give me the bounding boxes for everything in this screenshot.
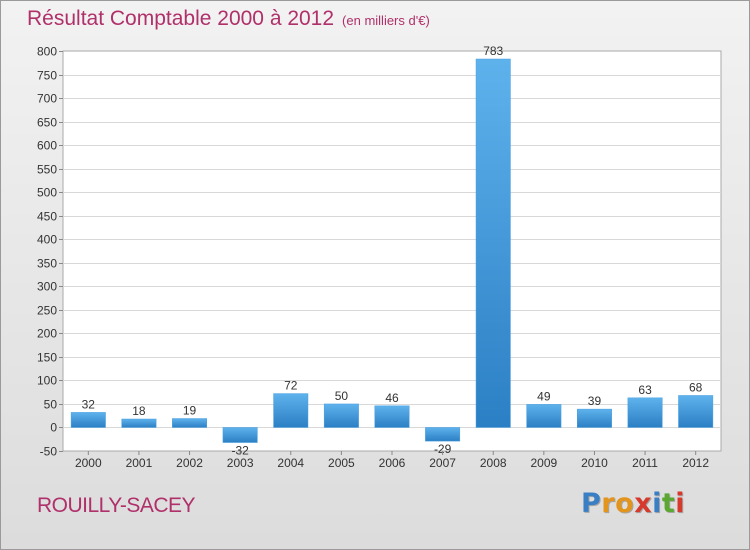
y-tick-label: 600	[37, 139, 57, 153]
logo-letter: t	[661, 488, 676, 519]
x-tick-label-2002: 2002	[176, 456, 203, 470]
logo-letter: o	[615, 488, 635, 519]
bar-2003	[222, 427, 258, 443]
x-tick-label-2008: 2008	[480, 456, 507, 470]
logo-letter: i	[675, 488, 686, 519]
y-tick-label: 750	[37, 69, 57, 83]
bar-2004	[273, 393, 309, 428]
value-label-2000: 32	[82, 397, 96, 411]
x-tick-label-2000: 2000	[75, 456, 102, 470]
value-label-2009: 49	[537, 389, 551, 403]
bar-2000	[70, 412, 106, 428]
proxiti-logo: Proxiti	[581, 488, 685, 519]
x-tick-label-2009: 2009	[530, 456, 557, 470]
subtitle-text: (en milliers d'€)	[342, 13, 430, 28]
y-tick-label: 100	[37, 374, 57, 388]
bar-2001	[121, 418, 157, 428]
y-tick-label: 0	[50, 421, 57, 435]
bar-2008	[475, 58, 511, 428]
x-tick-label-2004: 2004	[277, 456, 304, 470]
value-label-2003: -32	[231, 444, 249, 458]
bar-2006	[374, 405, 410, 428]
bar-2007	[425, 427, 461, 442]
chart-title: Résultat Comptable 2000 à 2012 (en millie…	[27, 7, 430, 31]
plot-area	[62, 50, 722, 452]
y-tick-label: 50	[44, 398, 58, 412]
logo-letter: x	[634, 488, 653, 519]
value-labels: 32 18 19 -32 72 50 46 -29 783 49 39 63 68	[82, 44, 703, 458]
value-label-2010: 39	[588, 394, 602, 408]
y-tick-label: 650	[37, 116, 57, 130]
y-tick-label: 700	[37, 92, 57, 106]
value-label-2002: 19	[183, 404, 197, 418]
y-tick-label: 250	[37, 304, 57, 318]
y-tick-label: 500	[37, 186, 57, 200]
logo-letter: i	[652, 488, 662, 519]
logo-letter: P	[581, 488, 602, 519]
title-text: Résultat Comptable 2000 à 2012	[27, 7, 335, 30]
grid-lines	[62, 50, 722, 452]
y-tick-label: 300	[37, 280, 57, 294]
value-label-2001: 18	[132, 404, 146, 418]
value-label-2004: 72	[284, 379, 298, 393]
x-tick-label-2011: 2011	[632, 456, 658, 470]
y-tick-label: 800	[37, 45, 57, 59]
value-label-2011: 63	[638, 383, 652, 397]
bar-2002	[172, 418, 207, 428]
value-label-2007: -29	[434, 442, 452, 456]
bar-2012	[678, 395, 714, 428]
x-tick-label-2003: 2003	[227, 456, 254, 470]
logo-letter: r	[601, 488, 616, 519]
x-tick-label-2006: 2006	[379, 456, 406, 470]
y-tick-label: 150	[37, 351, 57, 365]
bar-2005	[323, 403, 359, 428]
y-tick-label: 550	[37, 163, 57, 177]
x-tick-label-2001: 2001	[126, 456, 153, 470]
x-tick-label-2010: 2010	[581, 456, 608, 470]
x-tick-label-2005: 2005	[328, 456, 355, 470]
x-tick-label-2012: 2012	[682, 456, 709, 470]
value-label-2012: 68	[689, 380, 703, 394]
y-tick-label: 450	[37, 210, 57, 224]
y-axis-ticks: -50 0 50 100 150 200 250 300 350 400 450 500 550 600 6…	[37, 45, 63, 459]
y-tick-label: 200	[37, 327, 57, 341]
y-tick-label: 350	[37, 257, 57, 271]
x-tick-label-2007: 2007	[429, 456, 456, 470]
bars	[70, 58, 714, 443]
bar-2009	[526, 404, 562, 428]
bar-2011	[627, 397, 663, 428]
x-axis-ticks: 2000 2001 2002 2003 2004 2005 2006 2007 2008 2009…	[75, 451, 709, 470]
value-label-2005: 50	[335, 389, 349, 403]
y-tick-label: 400	[37, 233, 57, 247]
value-label-2008: 783	[483, 44, 503, 58]
commune-name: ROUILLY-SACEY	[37, 494, 196, 517]
y-tick-label: -50	[40, 445, 58, 459]
bar-2010	[577, 408, 612, 428]
value-label-2006: 46	[385, 391, 399, 405]
